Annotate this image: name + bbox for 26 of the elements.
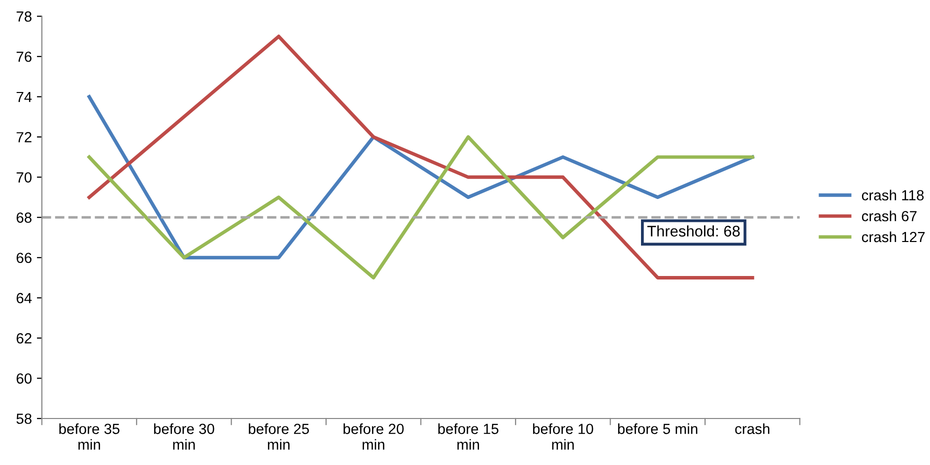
legend-label: crash 67 (862, 210, 917, 222)
y-tick-label: 74 (16, 92, 32, 102)
y-tick-label: 58 (16, 414, 32, 424)
y-tick-label: 76 (16, 52, 32, 62)
x-tick-label: before 15 min (438, 423, 498, 450)
y-tick-label: 72 (16, 132, 32, 142)
x-tick-label: before 30 min (154, 423, 214, 450)
legend-label: crash 118 (862, 190, 924, 200)
y-tick-label: 66 (16, 252, 32, 264)
x-tick-label: before 10 min (533, 423, 594, 450)
y-tick-label: 70 (16, 172, 32, 183)
line-series (87, 34, 754, 280)
y-tick-label: 62 (16, 333, 32, 344)
y-tick-label: 68 (16, 212, 32, 223)
x-tick-label: crash (735, 423, 770, 434)
line-series (87, 94, 754, 260)
legend-label: crash 127 (862, 231, 925, 242)
line-series (87, 135, 754, 280)
x-tick-label: before 35 min (59, 423, 120, 450)
y-tick-label: 64 (16, 292, 32, 304)
x-tick-label: before 20 min (344, 423, 404, 450)
ref-line-label: Threshold: 68 (647, 225, 740, 237)
x-tick-label: before 5 min (618, 423, 698, 434)
x-tick-label: before 25 min (248, 423, 309, 450)
y-tick-label: 78 (16, 11, 32, 22)
y-tick-label: 60 (16, 373, 32, 384)
